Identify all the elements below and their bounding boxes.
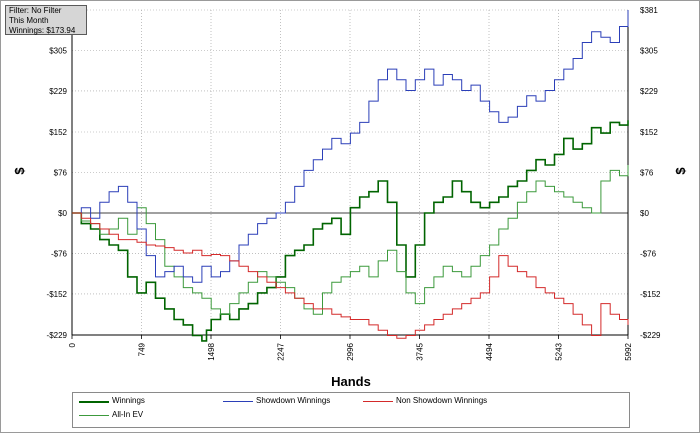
legend: Winnings Showdown Winnings Non Showdown … xyxy=(72,392,630,428)
y-tick-label-left: -$229 xyxy=(47,331,68,340)
y-tick-label-left: $152 xyxy=(49,128,67,137)
x-tick-label: 3745 xyxy=(416,342,425,360)
y-tick-label-right: $0 xyxy=(640,209,649,218)
filter-label: Filter: No Filter xyxy=(9,6,62,15)
y-tick-label-right: -$229 xyxy=(640,331,661,340)
series-line-non-showdown-winnings xyxy=(72,212,629,339)
legend-swatch-non-showdown xyxy=(363,401,393,402)
y-axis-title-left: $ xyxy=(12,167,27,175)
series-line-winnings xyxy=(72,120,629,342)
legend-label-all-in-ev: All-In EV xyxy=(112,410,144,419)
legend-swatch-showdown xyxy=(223,401,253,402)
legend-label-non-showdown: Non Showdown Winnings xyxy=(396,396,488,405)
legend-swatch-winnings xyxy=(79,401,109,403)
y-tick-label-left: $229 xyxy=(49,87,67,96)
period-label: This Month xyxy=(9,16,49,25)
y-tick-label-right: $381 xyxy=(640,6,658,15)
x-tick-label: 749 xyxy=(138,342,147,356)
y-tick-label-right: $76 xyxy=(640,169,654,178)
y-tick-label-left: $305 xyxy=(49,46,67,55)
y-tick-label-right: -$76 xyxy=(640,249,657,258)
y-tick-label-left: $0 xyxy=(58,209,67,218)
y-tick-label-right: $305 xyxy=(640,46,658,55)
x-tick-label: 2996 xyxy=(346,342,355,360)
y-tick-label-left: -$152 xyxy=(47,290,68,299)
x-tick-label: 5243 xyxy=(555,342,564,360)
legend-label-showdown: Showdown Winnings xyxy=(256,396,331,405)
legend-label-winnings: Winnings xyxy=(112,396,145,405)
x-tick-label: 0 xyxy=(68,342,77,347)
series-line-all-in-ev xyxy=(72,165,629,315)
legend-swatch-all-in-ev xyxy=(79,415,109,416)
y-tick-label-right: $152 xyxy=(640,128,658,137)
winnings-label: Winnings: $173.94 xyxy=(9,26,76,35)
x-tick-label: 4494 xyxy=(485,342,494,360)
y-axis-title-right: $ xyxy=(673,167,688,175)
y-tick-label-left: -$76 xyxy=(51,249,68,258)
x-tick-label: 2247 xyxy=(277,342,286,360)
x-tick-label: 5992 xyxy=(624,342,633,360)
filter-info-box: Filter: No Filter This Month Winnings: $… xyxy=(5,5,87,35)
y-tick-label-left: $76 xyxy=(54,169,68,178)
y-tick-label-right: $229 xyxy=(640,87,658,96)
axis-labels: -$229 -$229 -$152 -$152 -$76 -$76 $0 $0 $76 $76 $1… xyxy=(47,6,661,361)
x-axis-title: Hands xyxy=(331,374,371,389)
y-tick-label-right: -$152 xyxy=(640,290,661,299)
series-lines xyxy=(72,10,629,342)
series-line-showdown-winnings xyxy=(72,10,629,283)
winnings-line-chart: -$229 -$229 -$152 -$152 -$76 -$76 $0 $0 $76 $76 $1… xyxy=(12,6,688,389)
x-tick-label: 1498 xyxy=(207,342,216,360)
